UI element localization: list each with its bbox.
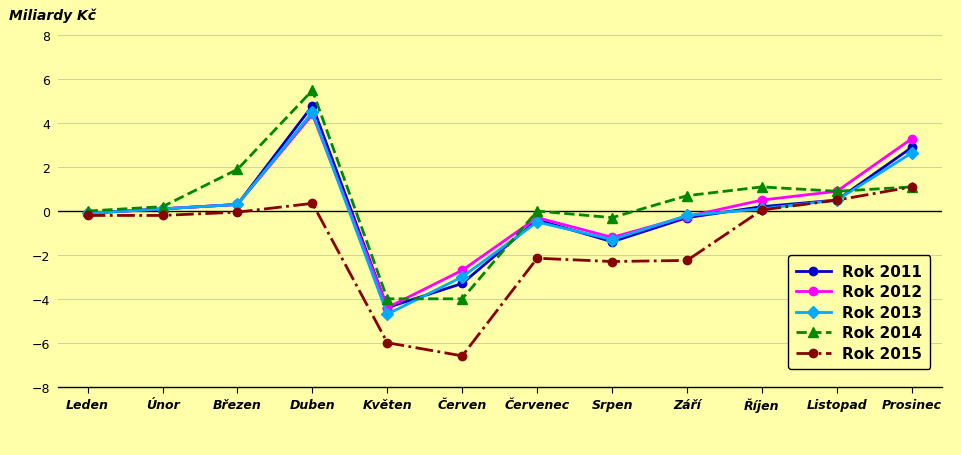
- Rok 2014: [606, 215, 618, 221]
- Rok 2013: [606, 238, 618, 243]
- Rok 2015: [681, 258, 693, 263]
- Rok 2015: [232, 210, 243, 215]
- Rok 2014: [756, 185, 768, 190]
- Line: Rok 2015: Rok 2015: [84, 183, 916, 360]
- Rok 2013: [681, 213, 693, 219]
- Rok 2012: [606, 235, 618, 241]
- Rok 2013: [382, 312, 393, 317]
- Line: Rok 2011: Rok 2011: [84, 102, 916, 312]
- Rok 2013: [906, 151, 918, 156]
- Rok 2012: [531, 215, 543, 221]
- Rok 2012: [681, 214, 693, 220]
- Rok 2012: [382, 305, 393, 311]
- Rok 2014: [531, 209, 543, 214]
- Rok 2011: [307, 104, 318, 109]
- Rok 2015: [606, 259, 618, 265]
- Rok 2011: [756, 204, 768, 210]
- Rok 2013: [531, 220, 543, 225]
- Rok 2015: [756, 208, 768, 213]
- Rok 2014: [456, 297, 468, 302]
- Rok 2014: [906, 185, 918, 190]
- Rok 2012: [82, 211, 93, 217]
- Rok 2015: [157, 213, 168, 219]
- Rok 2011: [681, 215, 693, 221]
- Rok 2015: [531, 256, 543, 261]
- Rok 2013: [307, 110, 318, 116]
- Rok 2013: [232, 202, 243, 208]
- Rok 2013: [831, 198, 843, 203]
- Rok 2011: [531, 217, 543, 223]
- Rok 2013: [756, 207, 768, 212]
- Rok 2012: [906, 136, 918, 142]
- Rok 2015: [82, 213, 93, 219]
- Rok 2011: [831, 198, 843, 203]
- Rok 2011: [232, 202, 243, 208]
- Rok 2014: [82, 209, 93, 214]
- Rok 2014: [681, 193, 693, 199]
- Rok 2011: [906, 145, 918, 151]
- Line: Rok 2014: Rok 2014: [83, 86, 917, 304]
- Rok 2015: [831, 198, 843, 203]
- Text: Miliardy Kč: Miliardy Kč: [9, 8, 96, 23]
- Rok 2012: [307, 112, 318, 118]
- Rok 2015: [382, 340, 393, 346]
- Rok 2012: [456, 268, 468, 273]
- Rok 2012: [831, 189, 843, 195]
- Rok 2014: [232, 167, 243, 173]
- Rok 2015: [456, 354, 468, 359]
- Rok 2014: [382, 297, 393, 302]
- Rok 2012: [157, 207, 168, 212]
- Rok 2014: [831, 189, 843, 195]
- Line: Rok 2013: Rok 2013: [84, 109, 916, 318]
- Rok 2012: [756, 198, 768, 203]
- Rok 2011: [606, 239, 618, 245]
- Rok 2011: [157, 207, 168, 212]
- Rok 2015: [906, 185, 918, 190]
- Rok 2013: [82, 211, 93, 217]
- Rok 2013: [456, 274, 468, 280]
- Rok 2012: [232, 202, 243, 208]
- Rok 2011: [456, 281, 468, 287]
- Rok 2014: [157, 204, 168, 210]
- Rok 2011: [82, 211, 93, 217]
- Rok 2014: [307, 88, 318, 94]
- Line: Rok 2012: Rok 2012: [84, 111, 916, 312]
- Rok 2015: [307, 201, 318, 207]
- Rok 2013: [157, 207, 168, 212]
- Rok 2011: [382, 305, 393, 311]
- Legend: Rok 2011, Rok 2012, Rok 2013, Rok 2014, Rok 2015: Rok 2011, Rok 2012, Rok 2013, Rok 2014, …: [788, 256, 930, 369]
